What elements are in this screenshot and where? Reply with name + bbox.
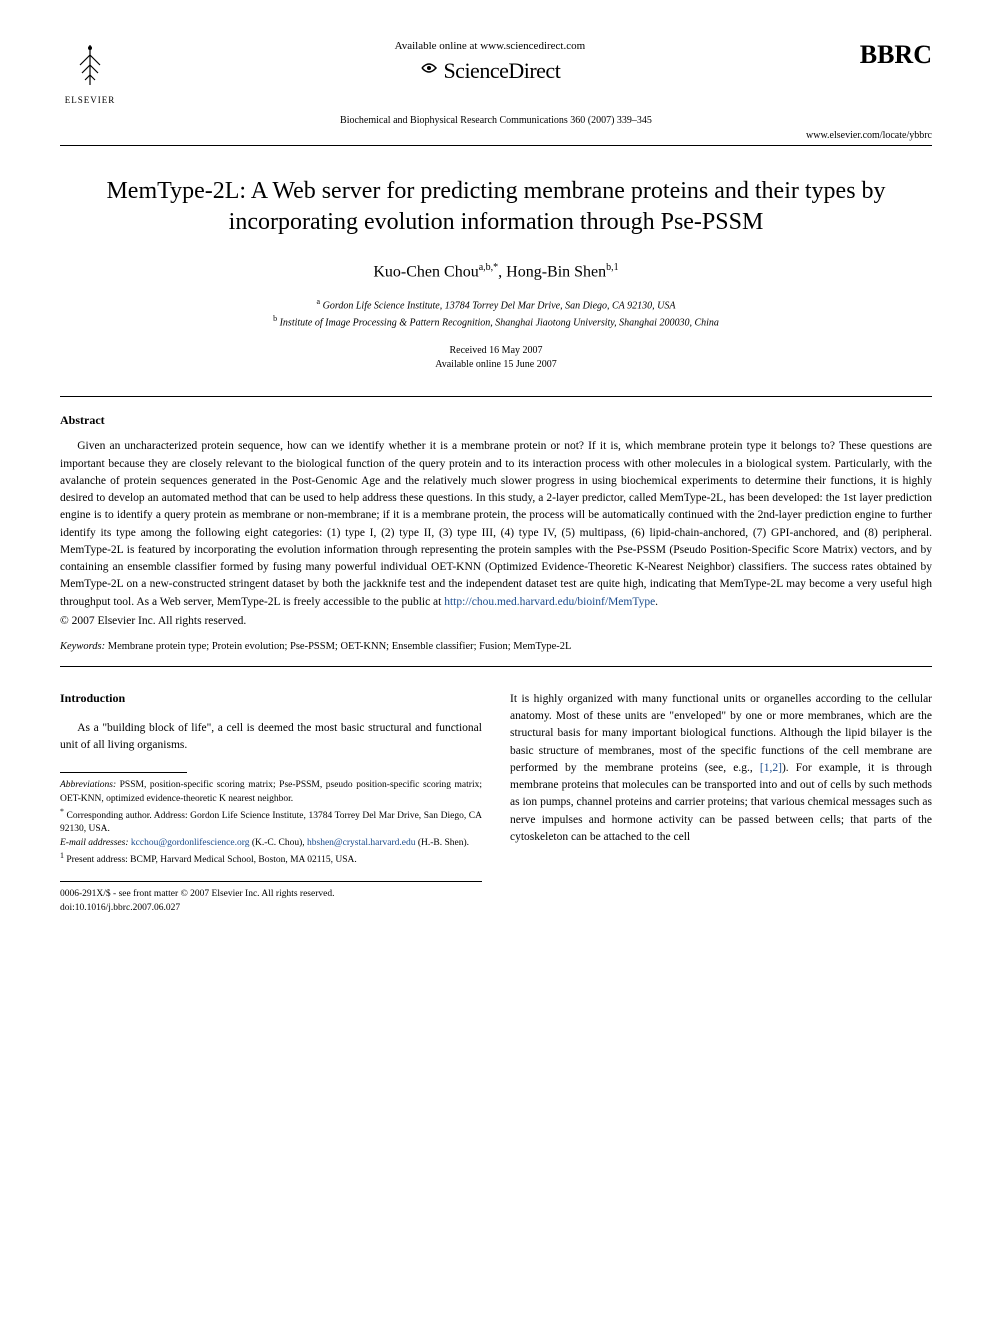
affiliation-a: Gordon Life Science Institute, 13784 Tor… — [320, 300, 675, 311]
center-header: Available online at www.sciencedirect.co… — [120, 40, 860, 84]
email-1-name: (K.-C. Chou), — [249, 838, 307, 848]
email-1-link[interactable]: kcchou@gordonlifescience.org — [131, 838, 250, 848]
publication-dates: Received 16 May 2007 Available online 15… — [60, 344, 932, 372]
received-date: Received 16 May 2007 — [449, 345, 542, 356]
email-2-link[interactable]: hbshen@crystal.harvard.edu — [307, 838, 415, 848]
footnote-corresponding: * Corresponding author. Address: Gordon … — [60, 806, 482, 837]
author-2: , Hong-Bin Shen — [498, 264, 606, 281]
present-text: Present address: BCMP, Harvard Medical S… — [64, 855, 357, 865]
corr-text: Corresponding author. Address: Gordon Li… — [60, 811, 482, 834]
footer-doi: doi:10.1016/j.bbrc.2007.06.027 — [60, 902, 482, 915]
affiliations: a Gordon Life Science Institute, 13784 T… — [60, 296, 932, 331]
intro-ref-link[interactable]: [1,2] — [760, 762, 782, 774]
affiliation-b: Institute of Image Processing & Pattern … — [277, 317, 719, 328]
footnote-emails: E-mail addresses: kcchou@gordonlifescien… — [60, 837, 482, 850]
elsevier-label: ELSEVIER — [60, 95, 120, 105]
abstract-body: Given an uncharacterized protein sequenc… — [60, 438, 932, 611]
abbrev-label: Abbreviations: — [60, 780, 116, 790]
abstract-text: Given an uncharacterized protein sequenc… — [60, 440, 932, 607]
header-divider — [60, 145, 932, 146]
authors-line: Kuo-Chen Choua,b,*, Hong-Bin Shenb,1 — [60, 262, 932, 281]
author-1: Kuo-Chen Chou — [373, 264, 478, 281]
sciencedirect-text: ScienceDirect — [443, 58, 560, 83]
intro-col2-part2: ). For example, it is through membrane p… — [510, 762, 932, 843]
right-column: It is highly organized with many functio… — [510, 691, 932, 915]
abstract-bottom-rule — [60, 666, 932, 667]
sciencedirect-icon — [419, 58, 439, 84]
sciencedirect-logo: ScienceDirect — [120, 58, 860, 84]
email-label: E-mail addresses: — [60, 838, 129, 848]
author-1-sup: a,b,* — [479, 262, 498, 273]
elsevier-logo: ELSEVIER — [60, 40, 120, 105]
footnote-abbreviations: Abbreviations: PSSM, position-specific s… — [60, 779, 482, 806]
abstract-heading: Abstract — [60, 413, 932, 428]
intro-col2-text: It is highly organized with many functio… — [510, 691, 932, 846]
email-2-name: (H.-B. Shen). — [415, 838, 469, 848]
online-date: Available online 15 June 2007 — [435, 359, 556, 370]
journal-url[interactable]: www.elsevier.com/locate/ybbrc — [60, 130, 932, 141]
journal-citation: Biochemical and Biophysical Research Com… — [60, 115, 932, 126]
elsevier-tree-icon — [60, 40, 120, 93]
introduction-heading: Introduction — [60, 691, 482, 706]
available-online-text: Available online at www.sciencedirect.co… — [120, 40, 860, 52]
footer-divider — [60, 881, 482, 882]
keywords-line: Keywords: Membrane protein type; Protein… — [60, 641, 932, 652]
abstract-copyright: © 2007 Elsevier Inc. All rights reserved… — [60, 615, 932, 627]
abbrev-text: PSSM, position-specific scoring matrix; … — [60, 780, 482, 803]
publisher-header: ELSEVIER Available online at www.science… — [60, 40, 932, 105]
author-2-sup: b,1 — [606, 262, 619, 273]
footnotes-divider — [60, 772, 187, 773]
abstract-top-rule — [60, 396, 932, 397]
keywords-label: Keywords: — [60, 641, 105, 652]
intro-col1-text: As a "building block of life", a cell is… — [60, 720, 482, 755]
abstract-link[interactable]: http://chou.med.harvard.edu/bioinf/MemTy… — [444, 596, 655, 608]
left-column: Introduction As a "building block of lif… — [60, 691, 482, 915]
introduction-section: Introduction As a "building block of lif… — [60, 691, 932, 915]
bbrc-logo: BBRC — [860, 40, 932, 70]
footer-copyright: 0006-291X/$ - see front matter © 2007 El… — [60, 888, 482, 901]
footnote-present-address: 1 Present address: BCMP, Harvard Medical… — [60, 850, 482, 867]
keywords-text: Membrane protein type; Protein evolution… — [105, 641, 571, 652]
paper-title: MemType-2L: A Web server for predicting … — [100, 176, 892, 238]
